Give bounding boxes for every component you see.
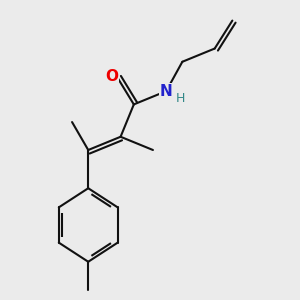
Text: O: O [105, 69, 118, 84]
Text: N: N [160, 84, 172, 99]
Text: H: H [176, 92, 186, 105]
